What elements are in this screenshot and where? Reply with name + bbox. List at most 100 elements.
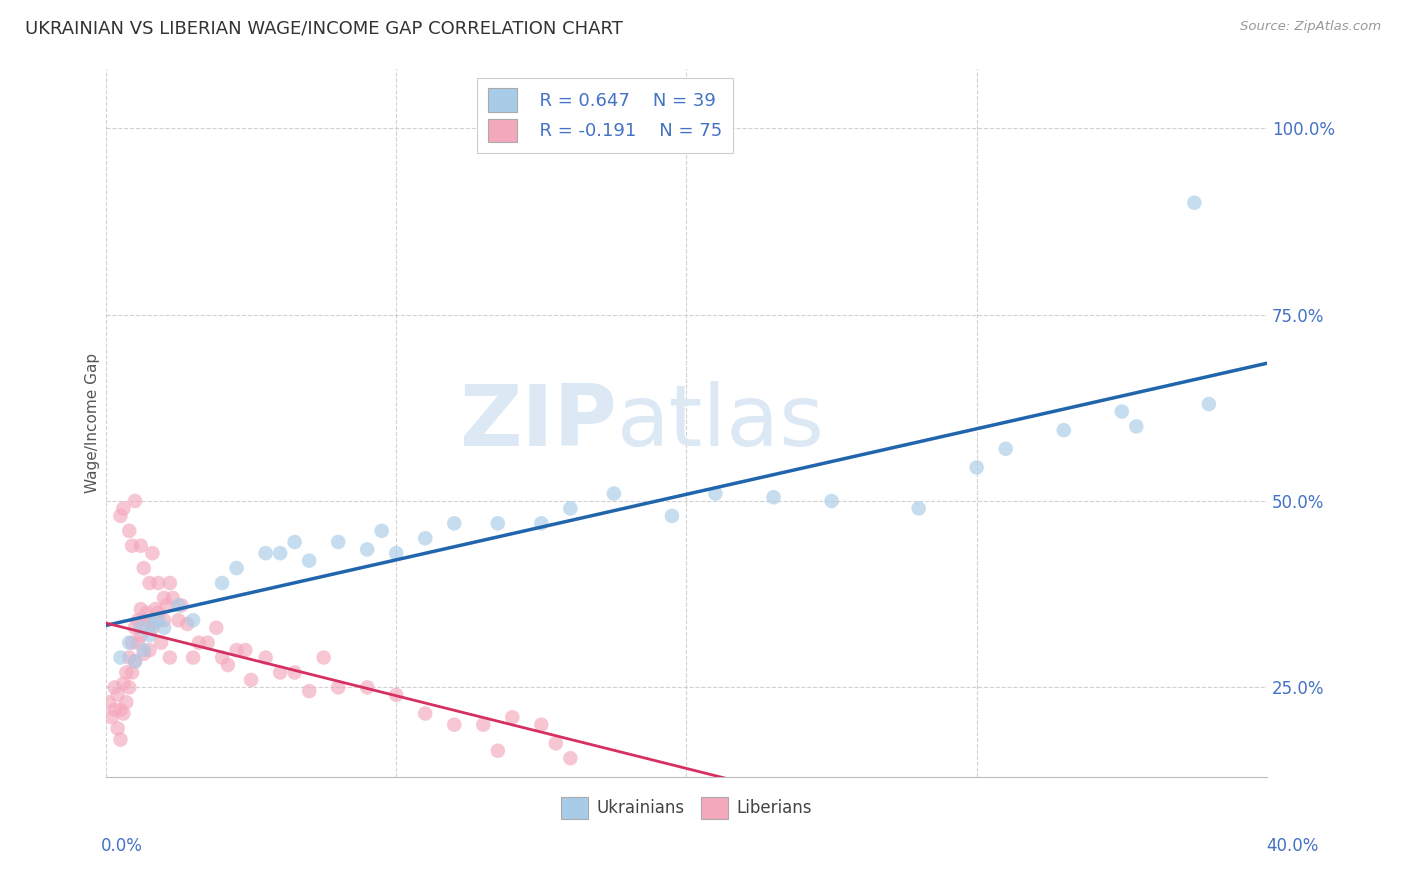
- Point: [129, 602, 152, 616]
- Point: [356, 542, 378, 557]
- Point: [115, 665, 138, 680]
- Point: [1125, 419, 1147, 434]
- Text: UKRAINIAN VS LIBERIAN WAGE/INCOME GAP CORRELATION CHART: UKRAINIAN VS LIBERIAN WAGE/INCOME GAP CO…: [25, 20, 623, 37]
- Point: [233, 643, 256, 657]
- Point: [162, 591, 184, 605]
- Point: [121, 635, 143, 649]
- Point: [254, 650, 277, 665]
- Point: [141, 621, 163, 635]
- Point: [328, 681, 350, 695]
- Point: [312, 650, 335, 665]
- Point: [118, 650, 141, 665]
- Point: [298, 554, 321, 568]
- Point: [110, 703, 132, 717]
- Point: [217, 658, 239, 673]
- Point: [143, 602, 166, 616]
- Point: [560, 501, 582, 516]
- Point: [907, 501, 929, 516]
- Point: [762, 490, 785, 504]
- Point: [328, 535, 350, 549]
- Point: [486, 744, 509, 758]
- Point: [413, 531, 436, 545]
- Point: [170, 599, 193, 613]
- Point: [121, 665, 143, 680]
- Point: [156, 599, 179, 613]
- Y-axis label: Wage/Income Gap: Wage/Income Gap: [86, 352, 100, 492]
- Point: [966, 460, 988, 475]
- Point: [472, 717, 495, 731]
- Point: [560, 751, 582, 765]
- Text: 40.0%: 40.0%: [1267, 837, 1319, 855]
- Point: [530, 717, 553, 731]
- Point: [118, 524, 141, 538]
- Point: [269, 546, 291, 560]
- Point: [603, 486, 626, 500]
- Point: [225, 643, 247, 657]
- Point: [269, 665, 291, 680]
- Point: [211, 650, 233, 665]
- Point: [501, 710, 523, 724]
- Text: 0.0%: 0.0%: [101, 837, 143, 855]
- Point: [385, 688, 408, 702]
- Point: [121, 539, 143, 553]
- Point: [124, 494, 146, 508]
- Point: [135, 606, 157, 620]
- Point: [298, 684, 321, 698]
- Point: [1053, 423, 1076, 437]
- Point: [205, 621, 228, 635]
- Point: [370, 524, 392, 538]
- Point: [132, 643, 155, 657]
- Point: [127, 635, 149, 649]
- Point: [1198, 397, 1220, 411]
- Point: [118, 681, 141, 695]
- Point: [107, 722, 129, 736]
- Point: [159, 576, 181, 591]
- Point: [167, 613, 190, 627]
- Point: [181, 613, 204, 627]
- Point: [138, 617, 160, 632]
- Point: [225, 561, 247, 575]
- Point: [153, 621, 176, 635]
- Point: [138, 643, 160, 657]
- Point: [1182, 195, 1205, 210]
- Point: [820, 494, 842, 508]
- Point: [138, 576, 160, 591]
- Point: [187, 635, 209, 649]
- Point: [110, 508, 132, 523]
- Point: [1111, 404, 1133, 418]
- Point: [129, 539, 152, 553]
- Point: [101, 710, 124, 724]
- Point: [704, 486, 727, 500]
- Point: [385, 546, 408, 560]
- Point: [112, 706, 135, 721]
- Point: [104, 681, 127, 695]
- Point: [159, 650, 181, 665]
- Point: [486, 516, 509, 531]
- Point: [167, 599, 190, 613]
- Point: [148, 606, 170, 620]
- Point: [197, 635, 219, 649]
- Point: [148, 576, 170, 591]
- Point: [254, 546, 277, 560]
- Point: [138, 628, 160, 642]
- Point: [443, 717, 465, 731]
- Point: [356, 681, 378, 695]
- Point: [118, 635, 141, 649]
- Point: [124, 654, 146, 668]
- Point: [97, 695, 120, 709]
- Point: [284, 535, 307, 549]
- Point: [110, 732, 132, 747]
- Point: [211, 576, 233, 591]
- Point: [176, 617, 198, 632]
- Point: [141, 546, 163, 560]
- Point: [150, 635, 173, 649]
- Point: [124, 654, 146, 668]
- Point: [129, 628, 152, 642]
- Point: [104, 703, 127, 717]
- Text: atlas: atlas: [617, 381, 825, 464]
- Point: [530, 516, 553, 531]
- Point: [153, 591, 176, 605]
- Point: [107, 688, 129, 702]
- Point: [112, 676, 135, 690]
- Point: [661, 508, 683, 523]
